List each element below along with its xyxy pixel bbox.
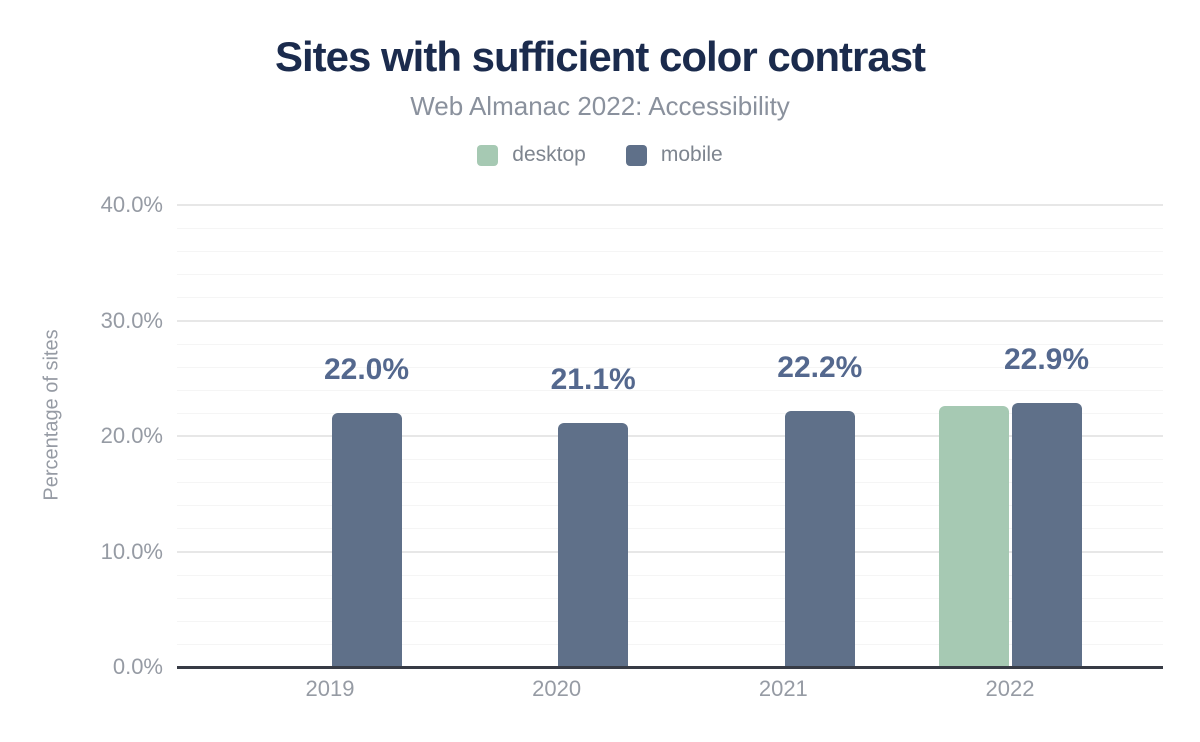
bar-mobile-2019 <box>331 412 402 667</box>
minor-gridline <box>177 528 1163 530</box>
major-gridline <box>177 435 1163 437</box>
major-gridline <box>177 319 1163 322</box>
minor-gridline <box>177 459 1163 461</box>
y-tick-label: 20.0% <box>100 423 163 448</box>
plot-area: 22.0% 21.1% 22.2% 22.9% <box>177 204 1163 669</box>
legend-item-desktop: desktop <box>477 143 586 167</box>
legend-swatch-mobile <box>625 144 647 166</box>
legend-item-mobile: mobile <box>625 143 723 167</box>
legend-label-desktop: desktop <box>512 143 586 166</box>
bar-mobile-2020 <box>558 423 629 667</box>
minor-gridline <box>177 620 1163 622</box>
bar-value-label-mobile-2021: 22.2% <box>777 350 863 384</box>
minor-gridline <box>177 389 1163 391</box>
minor-gridline <box>177 597 1163 599</box>
x-axis-line <box>177 666 1163 669</box>
minor-gridline <box>177 251 1163 253</box>
bar-value-label-mobile-2019: 22.0% <box>323 352 410 386</box>
legend-label-mobile: mobile <box>660 143 723 166</box>
bar-mobile-2021 <box>784 410 855 667</box>
chart-legend: desktop mobile <box>0 143 1200 167</box>
y-tick-label: 30.0% <box>100 307 163 333</box>
bar-value-label-mobile-2020: 21.1% <box>550 363 636 397</box>
minor-gridline <box>177 366 1163 368</box>
major-gridline <box>177 550 1163 553</box>
bar-value-label-mobile-2022: 22.9% <box>1003 342 1090 376</box>
bar-desktop-2022 <box>938 405 1009 667</box>
minor-gridline <box>177 412 1163 414</box>
y-tick-label: 40.0% <box>100 192 163 217</box>
minor-gridline <box>177 274 1163 276</box>
minor-gridline <box>177 482 1163 484</box>
minor-gridline <box>177 228 1163 230</box>
minor-gridline <box>177 574 1163 576</box>
y-tick-label: 0.0% <box>112 654 163 679</box>
minor-gridline <box>177 643 1163 645</box>
chart-title: Sites with sufficient color contrast <box>274 33 926 80</box>
bar-mobile-2022 <box>1011 402 1082 667</box>
x-tick-label: 2021 <box>758 676 808 701</box>
y-axis-title: Percentage of sites <box>40 329 63 501</box>
x-tick-label: 2020 <box>532 676 582 701</box>
x-tick-label: 2019 <box>305 676 355 701</box>
chart-subtitle: Web Almanac 2022: Accessibility <box>410 91 790 121</box>
legend-swatch-desktop <box>477 144 499 166</box>
y-tick-label: 10.0% <box>100 538 163 564</box>
x-tick-label: 2022 <box>985 676 1035 701</box>
minor-gridline <box>177 343 1163 345</box>
major-gridline <box>177 204 1163 206</box>
minor-gridline <box>177 297 1163 299</box>
minor-gridline <box>177 505 1163 507</box>
